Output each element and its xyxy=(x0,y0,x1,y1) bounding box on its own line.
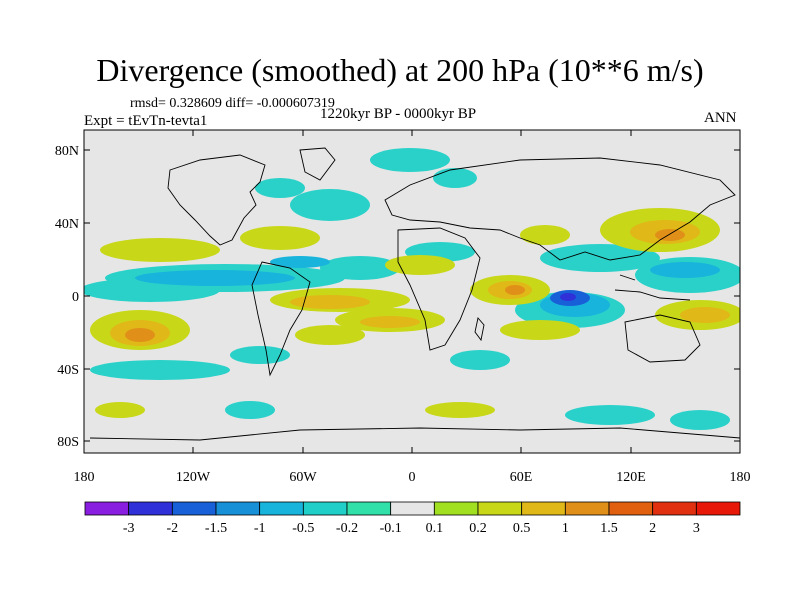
colorbar-label: -2 xyxy=(166,521,178,536)
colorbar-swatch xyxy=(346,501,392,516)
x-axis xyxy=(83,130,741,453)
colorbar-label: 1 xyxy=(562,521,569,536)
stats-text: rmsd= 0.328609 diff= -0.000607319 xyxy=(130,96,335,111)
greenland-outline xyxy=(299,147,336,181)
colorbar-label: 0.2 xyxy=(469,521,487,536)
y-tick-labels: 80N 40N 0 40S 80S xyxy=(55,144,79,450)
colorbar-label: 0.1 xyxy=(426,521,444,536)
colorbar-swatch xyxy=(259,501,304,516)
coastlines xyxy=(89,147,740,441)
y-tick-label: 40S xyxy=(57,363,79,378)
colorbar-label: 0.5 xyxy=(513,521,531,536)
colorbar-swatch xyxy=(695,501,741,516)
south-america-outline xyxy=(251,261,311,377)
indonesia-outline xyxy=(614,274,691,301)
colorbar-label: 1.5 xyxy=(600,521,618,536)
colorbar-label: -0.5 xyxy=(292,521,314,536)
x-tick-labels: 180 120W 60W 0 60E 120E 180 xyxy=(74,470,751,485)
colorbar-swatch xyxy=(652,501,697,516)
madagascar-outline xyxy=(474,317,485,342)
y-tick-label: 80N xyxy=(55,144,79,159)
colorbar-label: -3 xyxy=(123,521,135,536)
colorbar-label: -1.5 xyxy=(205,521,227,536)
map-panel xyxy=(83,129,741,454)
colorbar-label: 3 xyxy=(693,521,700,536)
season-label: ANN xyxy=(704,110,737,126)
australia-outline xyxy=(624,314,701,363)
colorbar-swatch xyxy=(84,501,130,516)
x-tick-label: 180 xyxy=(730,470,751,485)
x-tick-label: 0 xyxy=(409,470,416,485)
x-tick-label: 60E xyxy=(510,470,533,485)
africa-outline xyxy=(397,227,481,351)
colorbar xyxy=(84,501,741,516)
y-tick-label: 40N xyxy=(55,217,79,232)
colorbar-labels: -3 -2 -1.5 -1 -0.5 -0.2 -0.1 0.1 0.2 0.5 1 1.5 2 3 xyxy=(123,521,700,536)
colorbar-swatch xyxy=(128,501,173,516)
divergence-field xyxy=(84,148,740,430)
y-tick-label: 80S xyxy=(57,435,79,450)
colorbar-swatch xyxy=(433,501,479,516)
colorbar-swatch xyxy=(521,501,566,516)
colorbar-swatch xyxy=(477,501,523,516)
colorbar-label: -0.1 xyxy=(380,521,402,536)
experiment-label: Expt = tEvTn-tevta1 xyxy=(84,113,208,129)
x-tick-label: 120W xyxy=(176,470,211,485)
period-label: 1220kyr BP - 0000kyr BP xyxy=(320,106,477,122)
x-tick-label: 120E xyxy=(616,470,646,485)
y-tick-label: 0 xyxy=(72,290,79,305)
y-axis xyxy=(84,149,740,442)
divergence-min xyxy=(560,293,576,301)
colorbar-swatch xyxy=(171,501,217,516)
colorbar-swatch xyxy=(608,501,654,516)
colorbar-label: -1 xyxy=(254,521,266,536)
plot-title: Divergence (smoothed) at 200 hPa (10**6 … xyxy=(96,52,704,88)
colorbar-label: 2 xyxy=(649,521,656,536)
north-america-outline xyxy=(167,154,266,246)
x-tick-label: 180 xyxy=(74,470,95,485)
eurasia-outline xyxy=(384,157,736,261)
antarctica-outline xyxy=(89,427,740,441)
colorbar-swatch xyxy=(564,501,610,516)
colorbar-label: -0.2 xyxy=(336,521,358,536)
colorbar-swatch xyxy=(302,501,348,516)
colorbar-swatch xyxy=(390,501,435,516)
colorbar-swatch xyxy=(215,501,261,516)
x-tick-label: 60W xyxy=(289,470,317,485)
